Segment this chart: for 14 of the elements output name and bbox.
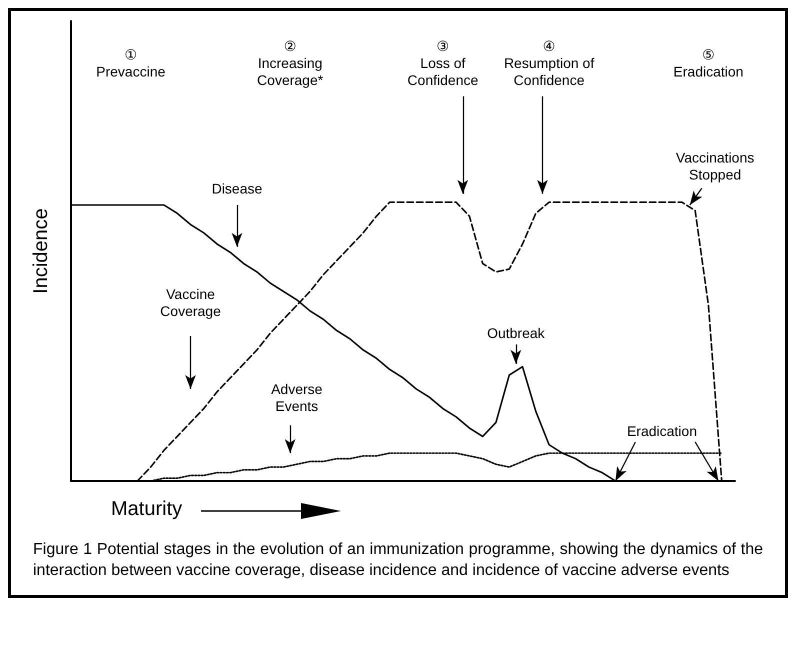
text: Disease <box>212 180 262 196</box>
x-axis-title: Maturity <box>111 498 182 520</box>
caption: Figure 1 Potential stages in the evolution of an immunization programme, showing the dynamics of the interaction between vaccine coverage, disease incidence and incidence of vaccine adverse events <box>32 540 764 581</box>
text: ⑤ Eradication <box>673 46 744 80</box>
y-axis-title: Incidence <box>30 208 52 294</box>
annotation: Eradication <box>626 422 697 439</box>
text: ③ Loss of Confidence <box>407 38 478 88</box>
text: ② Increasing Coverage* <box>257 38 324 88</box>
annotation: Adverse Events <box>271 380 323 414</box>
annotation: Outbreak <box>487 325 546 342</box>
text: ① Prevaccine <box>96 46 166 80</box>
text: ④ Resumption of Confidence <box>504 38 594 88</box>
text: Vaccinations Stopped <box>676 149 754 182</box>
annotation: Vaccine Coverage <box>160 286 222 320</box>
